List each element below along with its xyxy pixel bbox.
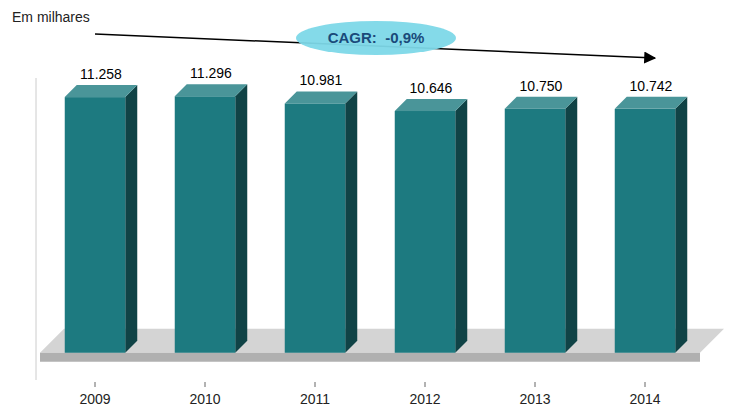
bar [395,111,456,353]
bar [175,96,236,352]
bar-group [285,91,358,352]
bar-top [615,97,688,109]
x-tick-label: 2009 [79,391,110,407]
bar-side [235,84,247,352]
marks [40,84,724,362]
bar-side [455,99,467,353]
bar-side [125,85,137,353]
bar [615,109,676,353]
x-tick [205,382,206,387]
data-label: 11.258 [80,66,122,82]
bar-top [505,97,578,109]
bar-group [175,84,248,352]
bar-group [395,99,468,353]
subtitle: Em milhares [12,9,90,25]
annotation: CAGR: -0,9% [328,29,425,46]
data-label: 10.981 [300,72,343,88]
x-tick [315,382,316,387]
bar-top [175,84,248,96]
data-label: 10.750 [520,78,563,94]
bar [505,109,566,353]
x-tick-label: 2013 [519,391,550,407]
x-tick-label: 2011 [300,391,330,407]
bar-side [565,97,577,353]
bar-side [345,91,357,352]
bar [285,103,346,352]
annotation-ellipse [296,21,456,55]
data-label: 11.296 [190,65,232,81]
data-label: 10.646 [410,80,453,96]
x-tick [425,382,426,387]
x-tick [95,382,96,387]
bar-group [615,97,688,353]
x-tick-label: 2010 [189,391,220,407]
floor-side [40,353,700,362]
x-tick-label: 2014 [629,391,660,407]
bar-side [675,97,687,353]
bar-top [395,99,468,111]
bar-group [65,85,138,353]
bar [65,97,126,353]
chart-svg: Em milhares 11.258 11.296 10.981 10.646 10.75… [0,0,740,416]
y-axis-line [36,78,37,380]
bar-top [65,85,138,97]
x-tick-label: 2012 [409,391,440,407]
x-tick [535,382,536,387]
bar-top [285,91,358,103]
x-tick [645,382,646,387]
bar-group [505,97,578,353]
data-label: 10.742 [630,78,673,94]
chart-container: Em milhares 11.258 11.296 10.981 10.646 10.75… [0,0,740,416]
